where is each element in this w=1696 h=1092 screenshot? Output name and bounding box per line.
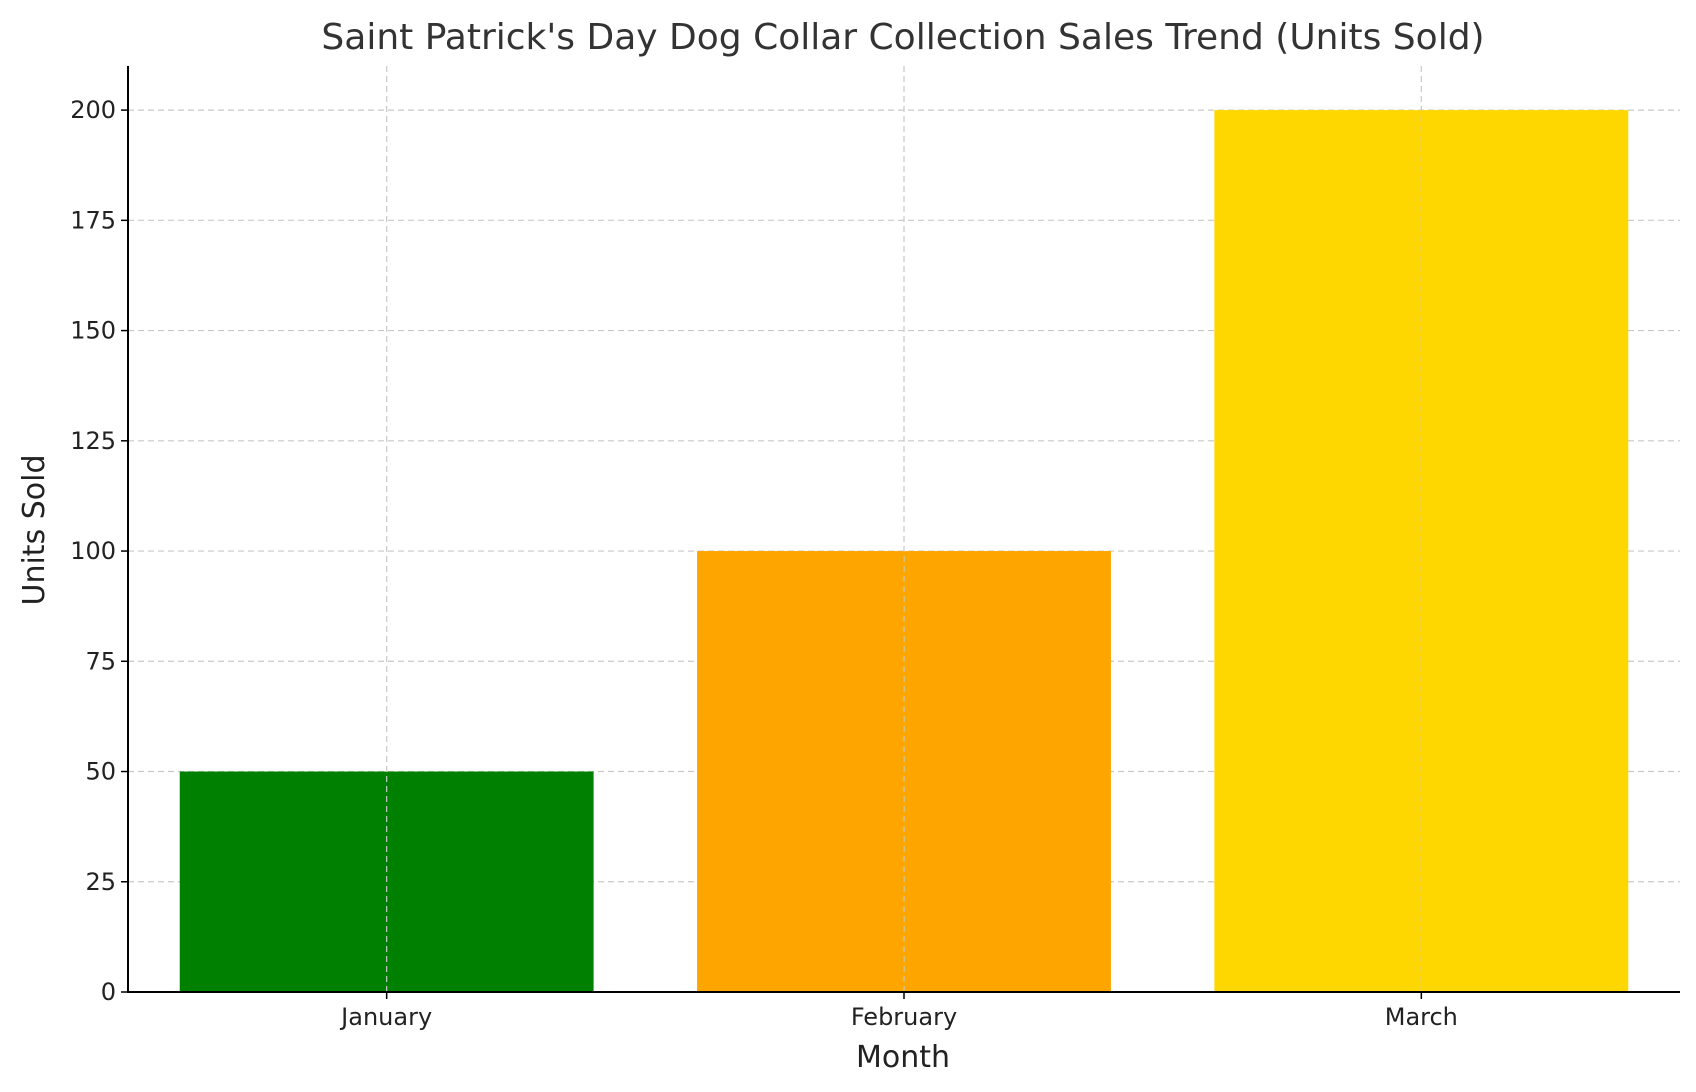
y-tick-label: 50 [85, 758, 116, 786]
x-axis-ticks: January February March [339, 992, 1458, 1031]
y-tick-label: 125 [70, 427, 116, 455]
y-tick-label: 0 [101, 978, 116, 1006]
y-tick-label: 75 [85, 647, 116, 675]
y-tick-label: 100 [70, 537, 116, 565]
y-tick-label: 200 [70, 96, 116, 124]
x-tick-label: March [1385, 1003, 1458, 1031]
y-tick-label: 175 [70, 206, 116, 234]
y-tick-label: 150 [70, 317, 116, 345]
y-axis-ticks: 0 25 50 75 100 125 150 175 200 [70, 96, 128, 1006]
x-tick-label: February [851, 1003, 957, 1031]
y-axis-label: Units Sold [17, 454, 52, 605]
chart-title: Saint Patrick's Day Dog Collar Collectio… [321, 17, 1484, 58]
x-axis-label: Month [856, 1040, 950, 1075]
y-tick-label: 25 [85, 868, 116, 896]
vertical-grid [386, 66, 1422, 992]
x-tick-label: January [339, 1003, 432, 1031]
